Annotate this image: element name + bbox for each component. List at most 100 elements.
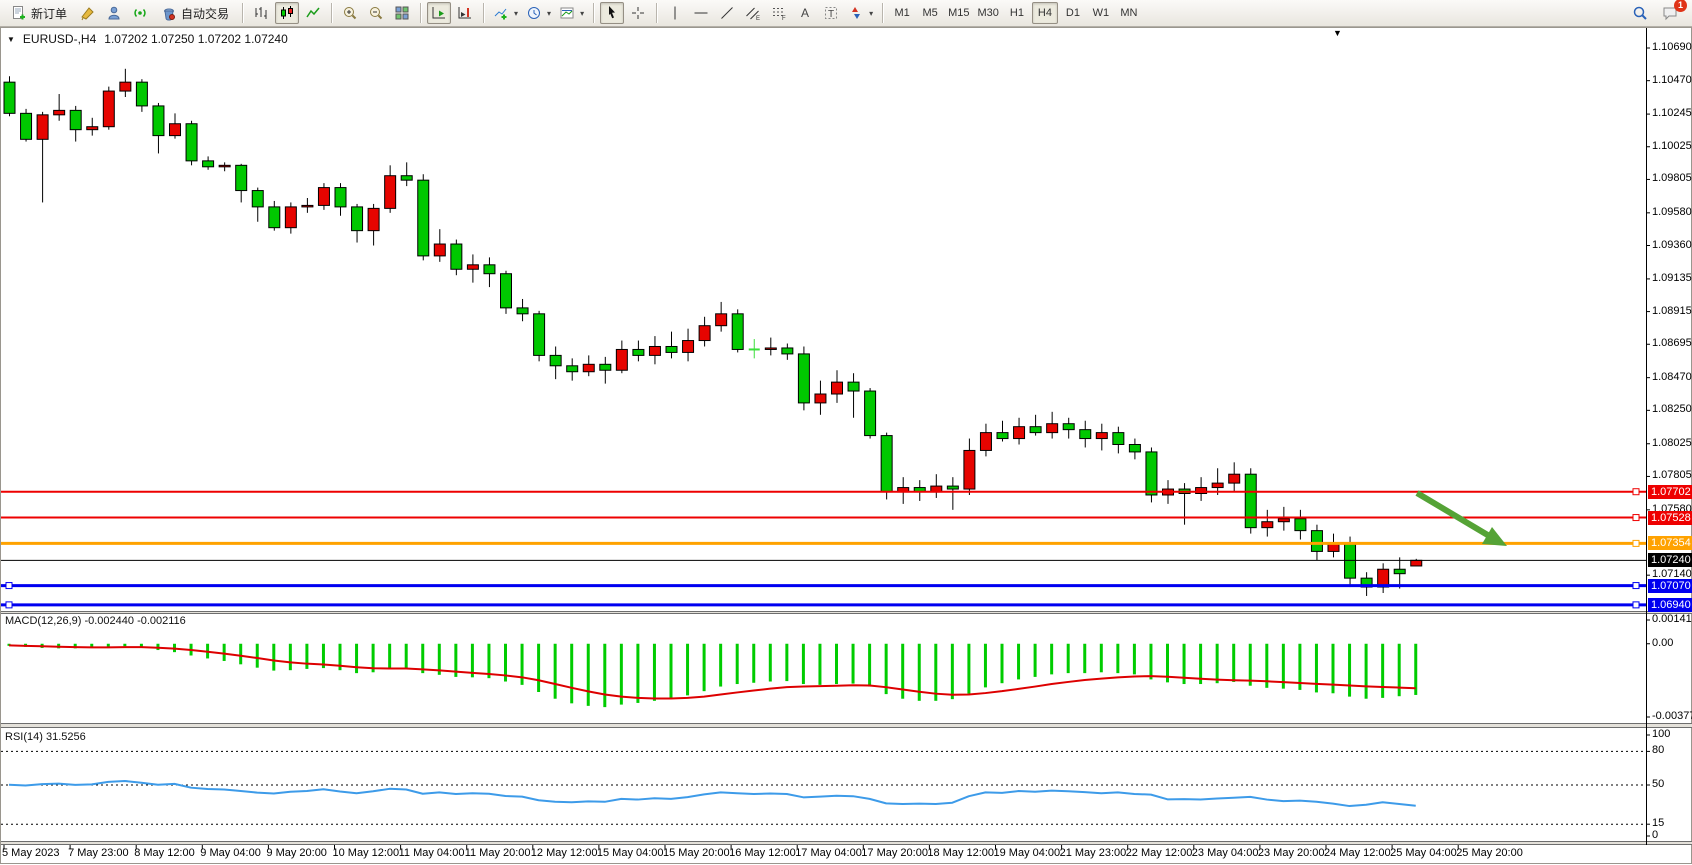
hline-handle[interactable] (5, 601, 13, 609)
time-tick-label: 8 May 12:00 (134, 847, 195, 859)
candles-layer[interactable] (3, 68, 1423, 596)
timeframe-button-w1[interactable]: W1 (1092, 7, 1110, 19)
text-icon: A (801, 6, 809, 20)
price-line-tag-1.07702: 1.07702 (1648, 484, 1692, 499)
panel-separator[interactable] (1, 611, 1692, 614)
auto-scroll-icon (432, 7, 446, 19)
chart-shift-button[interactable] (453, 2, 477, 24)
bull-candle (1046, 423, 1059, 434)
indicators-button[interactable]: ▾ (490, 2, 521, 24)
dropdown-caret-icon: ▾ (514, 8, 519, 18)
line-chart-icon (306, 7, 320, 18)
horn-button[interactable] (76, 2, 100, 24)
bull-candle (86, 126, 99, 131)
chart-shift-marker[interactable]: ▼ (1333, 28, 1342, 38)
bull-candle (1261, 521, 1274, 529)
new-order-label: 新订单 (31, 6, 68, 21)
user-button[interactable] (102, 2, 126, 24)
bear-candle (185, 123, 198, 162)
timeframe-button-m15[interactable]: M15 (948, 7, 970, 19)
price-tick-label: 1.09805 (1652, 172, 1692, 185)
timeframe-button-m30[interactable]: M30 (977, 7, 999, 19)
candlestick-chart-icon (281, 6, 294, 19)
channel-button[interactable]: E (741, 2, 765, 24)
price-tick-label: 1.09360 (1652, 238, 1692, 251)
zoom-in-button[interactable] (338, 2, 362, 24)
chart-canvas[interactable] (1, 28, 1692, 865)
toolbar-separator (882, 3, 884, 23)
price-tick-label: 1.08695 (1652, 337, 1692, 350)
time-tick-label: 15 May 20:00 (663, 847, 730, 859)
signal-button[interactable] (128, 2, 152, 24)
chart-ohlc-label: 1.07202 1.07250 1.07202 1.07240 (104, 32, 288, 46)
search-icon (1633, 6, 1647, 20)
crosshair-button[interactable] (626, 2, 650, 24)
zoom-out-button[interactable] (364, 2, 388, 24)
tile-windows-button[interactable] (390, 2, 414, 24)
templates-button[interactable]: ▾ (556, 2, 587, 24)
fibonacci-button[interactable]: F (767, 2, 791, 24)
trendline-button[interactable] (715, 2, 739, 24)
timeframe-button-m1[interactable]: M1 (894, 7, 910, 19)
text-button[interactable]: A (793, 2, 817, 24)
search-button[interactable] (1628, 2, 1652, 24)
hline-handle[interactable] (1632, 488, 1640, 496)
time-tick-label: 22 May 12:00 (1125, 847, 1193, 859)
notifications-button[interactable]: 1 (1658, 0, 1687, 24)
bull-candle (1228, 473, 1241, 484)
chart-line-button[interactable] (301, 2, 325, 24)
toolbar-separator (656, 3, 658, 23)
hline-handle[interactable] (5, 582, 13, 590)
auto-scroll-button[interactable] (427, 2, 452, 24)
timeframe-button-mn[interactable]: MN (1120, 7, 1138, 19)
horizontal-line-button[interactable] (689, 2, 713, 24)
toolbar-separator (420, 3, 422, 23)
time-tick-label: 23 May 20:00 (1257, 847, 1325, 859)
annotation-arrow[interactable] (1415, 490, 1507, 546)
chart-title[interactable]: ▼ EURUSD-,H4 1.07202 1.07250 1.07202 1.0… (7, 32, 288, 46)
chart-candles-button[interactable] (275, 2, 300, 24)
rsi-axis-label: 50 (1652, 778, 1665, 790)
bear-candle (1393, 568, 1406, 575)
price-tick-label: 1.10690 (1652, 41, 1692, 53)
bear-candle (864, 390, 877, 437)
bear-candle (251, 190, 264, 208)
autotrade-button[interactable]: 自动交易 (154, 2, 236, 24)
timeframe-button-d1[interactable]: D1 (1065, 7, 1080, 19)
bull-candle (433, 243, 446, 257)
bear-candle (1294, 518, 1307, 532)
bar-chart-icon (255, 7, 267, 19)
bull-candle (963, 449, 976, 490)
timeframe-button-h1[interactable]: H1 (1009, 7, 1024, 19)
hlines-layer[interactable] (1, 488, 1646, 609)
rsi-line (8, 779, 1416, 808)
timeframe-button-m5[interactable]: M5 (922, 7, 938, 19)
periods-button[interactable]: ▾ (523, 2, 554, 24)
bull-candle (1013, 426, 1026, 440)
bear-candle (1079, 429, 1092, 440)
time-tick-label: 15 May 04:00 (596, 847, 664, 859)
chart-bars-button[interactable] (249, 2, 273, 24)
bull-candle (367, 207, 380, 232)
text-label-icon: T (825, 7, 838, 20)
timeframe-button-h4[interactable]: H4 (1031, 2, 1058, 24)
bull-candle (814, 393, 827, 404)
hline-handle[interactable] (1632, 601, 1640, 609)
new-order-button[interactable]: 新订单 (4, 2, 74, 24)
equidistant-channel-icon: E (746, 7, 760, 21)
vertical-line-button[interactable] (663, 2, 687, 24)
bear-candle (1112, 432, 1125, 445)
arrows-button[interactable]: ▾ (845, 2, 876, 24)
hline-handle[interactable] (1632, 539, 1640, 547)
hline-handle[interactable] (1632, 514, 1640, 522)
bear-candle (1062, 423, 1075, 431)
panel-separator[interactable] (1, 723, 1692, 728)
panel-separator[interactable] (1, 841, 1692, 845)
hline-handle[interactable] (1632, 582, 1640, 590)
fibonacci-icon: F (773, 8, 786, 21)
time-tick-label: 23 May 04:00 (1191, 847, 1259, 859)
cursor-button[interactable] (600, 2, 625, 24)
label-button[interactable]: T (819, 2, 843, 24)
time-tick-label: 5 May 2023 (2, 847, 60, 859)
signal-icon (134, 8, 146, 18)
